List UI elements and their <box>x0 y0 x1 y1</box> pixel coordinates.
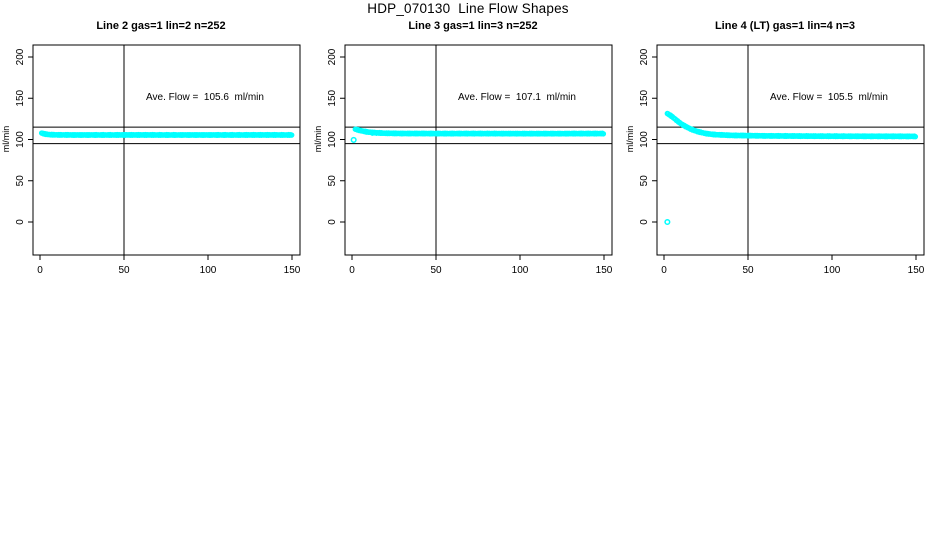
panel-title: Line 3 gas=1 lin=3 n=252 <box>408 20 538 32</box>
y-axis-tick-label: 50 <box>327 175 338 187</box>
y-axis-tick-label: 200 <box>639 48 650 65</box>
plot-area-line-2: 0 50 100 150 0 50 100 150 200 Ave. Flow = 105.6 … <box>1 44 301 276</box>
x-axis-tick-label: 100 <box>512 265 529 276</box>
outlier-point <box>350 136 357 143</box>
page-title: HDP_070130 Line Flow Shapes <box>367 1 569 16</box>
x-axis-tick-label: 0 <box>349 265 355 276</box>
y-axis-label: ml/min <box>1 126 11 153</box>
x-axis-tick-label: 50 <box>430 265 442 276</box>
ave-flow-annotation: Ave. Flow = 107.1 ml/min <box>458 92 576 103</box>
y-axis-tick-label: 0 <box>15 219 26 225</box>
y-axis-tick-label: 50 <box>15 175 26 187</box>
ave-flow-annotation: Ave. Flow = 105.5 ml/min <box>770 92 888 103</box>
x-axis-tick-label: 100 <box>200 265 217 276</box>
x-axis-tick-label: 50 <box>742 265 754 276</box>
y-axis-label: ml/min <box>625 126 635 153</box>
x-axis-tick-label: 50 <box>118 265 130 276</box>
plot-box <box>344 44 613 256</box>
x-axis-tick-label: 150 <box>284 265 301 276</box>
data-point <box>600 131 607 137</box>
x-axis-tick-label: 0 <box>37 265 43 276</box>
y-axis-tick-label: 150 <box>639 89 650 106</box>
y-axis-tick-label: 150 <box>15 89 26 106</box>
y-axis-tick-label: 50 <box>639 175 650 187</box>
panel-line-4: Line 4 (LT) gas=1 lin=4 n=3 0 50 100 150 0 50… <box>624 0 936 300</box>
panel-line-2: Line 2 gas=1 lin=2 n=252 0 50 100 150 0 50 100… <box>0 0 312 300</box>
panel-title: Line 4 (LT) gas=1 lin=4 n=3 <box>714 20 856 32</box>
y-axis-tick-label: 200 <box>15 48 26 65</box>
y-axis-tick-label: 0 <box>327 219 338 225</box>
y-axis-tick-label: 100 <box>327 131 338 148</box>
y-axis-tick-label: 150 <box>327 89 338 106</box>
x-axis-tick-label: 100 <box>824 265 841 276</box>
panel-title: Line 2 gas=1 lin=2 n=252 <box>96 20 226 32</box>
plot-box <box>656 44 925 256</box>
y-axis-tick-label: 0 <box>639 219 650 225</box>
x-axis-tick-label: 150 <box>908 265 925 276</box>
panel-line-3: Line 3 gas=1 lin=3 n=252 0 50 100 150 0 50 100… <box>312 0 624 300</box>
outlier-point <box>664 218 671 226</box>
x-axis-tick-label: 0 <box>661 265 667 276</box>
x-axis-tick-label: 150 <box>596 265 613 276</box>
ave-flow-annotation: Ave. Flow = 105.6 ml/min <box>146 92 264 103</box>
data-point <box>912 133 919 140</box>
y-axis-tick-label: 100 <box>639 131 650 148</box>
data-point <box>288 132 295 138</box>
y-axis-tick-label: 200 <box>327 48 338 65</box>
y-axis-tick-label: 100 <box>15 131 26 148</box>
y-axis-label: ml/min <box>313 126 323 153</box>
plot-area-line-3: 0 50 100 150 0 50 100 150 200 Ave. Flow = 107.1 … <box>313 44 613 276</box>
plot-box <box>32 44 301 256</box>
plot-area-line-4: 0 50 100 150 0 50 100 150 200 Ave. Flow = 105.5 … <box>625 44 925 276</box>
